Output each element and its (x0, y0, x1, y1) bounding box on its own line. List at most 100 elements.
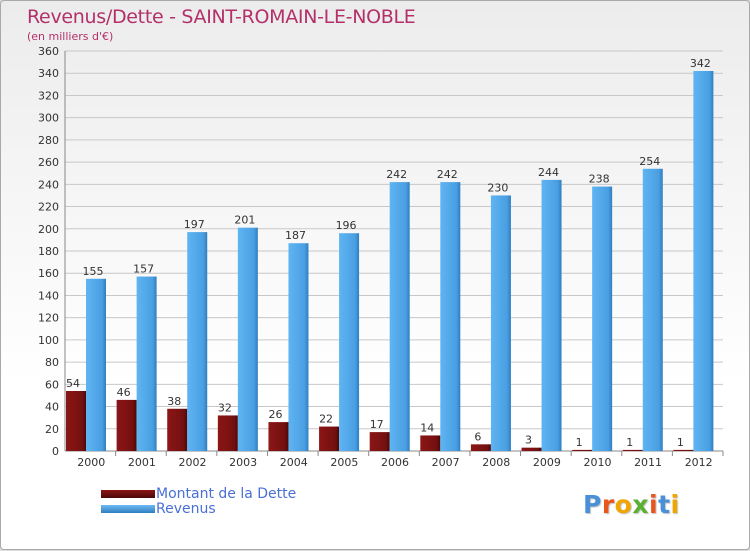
logo-letter: x (632, 490, 649, 519)
y-tick-label: 20 (45, 423, 59, 436)
bar-revenus (490, 195, 511, 451)
bar-dette (369, 432, 390, 451)
y-tick-label: 200 (38, 223, 59, 236)
logo-letter: r (601, 490, 615, 519)
bar-revenus (440, 182, 461, 451)
bar-dette (217, 415, 238, 451)
bar-dette (319, 426, 340, 451)
bar-revenus (136, 276, 157, 451)
x-tick-label: 2010 (583, 456, 611, 469)
data-label-revenus: 157 (133, 263, 154, 276)
data-label-revenus: 155 (83, 265, 104, 278)
bar-revenus (339, 233, 360, 451)
x-tick-label: 2012 (685, 456, 713, 469)
data-label-revenus: 242 (437, 168, 458, 181)
x-tick-label: 2011 (634, 456, 662, 469)
bar-revenus (86, 278, 106, 451)
y-tick-label: 0 (52, 445, 59, 458)
data-label-dette: 22 (319, 413, 333, 426)
data-label-revenus: 197 (184, 218, 205, 231)
bar-revenus (288, 243, 309, 451)
data-label-revenus: 201 (234, 214, 255, 227)
x-tick-label: 2002 (179, 456, 207, 469)
y-tick-label: 260 (38, 156, 59, 169)
y-tick-label: 160 (38, 267, 59, 280)
data-label-revenus: 238 (589, 173, 610, 186)
data-label-dette: 1 (677, 436, 684, 449)
legend-swatch-dette (101, 490, 155, 498)
legend-label-dette: Montant de la Dette (156, 486, 297, 502)
y-tick-label: 180 (38, 245, 59, 258)
data-label-revenus: 342 (690, 57, 711, 70)
bar-revenus (541, 179, 562, 451)
y-tick-label: 120 (38, 312, 59, 325)
bar-dette (268, 422, 289, 451)
x-tick-label: 2000 (77, 456, 105, 469)
logo-letter: o (614, 490, 633, 519)
y-tick-label: 240 (38, 178, 59, 191)
data-label-dette: 14 (420, 421, 434, 434)
chart-title: Revenus/Dette - SAINT-ROMAIN-LE-NOBLE (27, 6, 416, 28)
legend-label-revenus: Revenus (156, 501, 216, 517)
data-label-dette: 32 (218, 401, 232, 414)
bar-dette (116, 399, 137, 451)
x-tick-label: 2001 (128, 456, 156, 469)
data-label-dette: 54 (66, 377, 80, 390)
chart-subtitle: (en milliers d'€) (27, 30, 114, 43)
x-tick-label: 2008 (482, 456, 510, 469)
bar-revenus (237, 227, 258, 451)
logo-letter: i (649, 490, 659, 519)
x-tick-label: 2005 (330, 456, 358, 469)
bar-revenus (642, 168, 663, 451)
data-label-revenus: 230 (487, 181, 508, 194)
data-label-dette: 26 (268, 408, 282, 421)
bar-dette (66, 391, 86, 451)
data-label-revenus: 254 (639, 155, 660, 168)
data-label-revenus: 242 (386, 168, 407, 181)
bar-revenus (389, 182, 410, 451)
y-tick-label: 40 (45, 401, 59, 414)
data-label-revenus: 196 (336, 219, 357, 232)
data-label-revenus: 187 (285, 229, 306, 242)
y-tick-label: 60 (45, 378, 59, 391)
data-label-dette: 17 (370, 418, 384, 431)
data-label-dette: 46 (117, 386, 131, 399)
data-label-dette: 3 (525, 434, 532, 447)
bar-revenus (592, 186, 613, 452)
y-tick-label: 100 (38, 334, 59, 347)
bar-dette (673, 449, 694, 451)
logo-letter: t (658, 490, 671, 519)
bar-dette (420, 435, 441, 451)
data-label-dette: 1 (576, 436, 583, 449)
y-tick-label: 360 (38, 45, 59, 58)
y-tick-label: 80 (45, 356, 59, 369)
y-tick-label: 300 (38, 112, 59, 125)
x-tick-label: 2004 (280, 456, 308, 469)
bar-dette (521, 447, 542, 451)
logo-letter: i (670, 490, 680, 519)
data-label-revenus: 244 (538, 166, 559, 179)
data-label-dette: 1 (626, 436, 633, 449)
data-label-dette: 38 (167, 395, 181, 408)
bar-dette (572, 449, 593, 451)
x-tick-label: 2009 (533, 456, 561, 469)
logo-letter: P (583, 490, 602, 519)
proxiti-logo: Proxiti (583, 490, 680, 519)
bar-dette (622, 449, 643, 451)
data-label-dette: 6 (474, 430, 481, 443)
y-tick-label: 320 (38, 89, 59, 102)
bar-dette (167, 408, 188, 451)
y-tick-label: 280 (38, 134, 59, 147)
y-tick-label: 220 (38, 201, 59, 214)
y-tick-label: 340 (38, 67, 59, 80)
bar-revenus (187, 232, 208, 451)
x-tick-label: 2006 (381, 456, 409, 469)
bar-dette (470, 444, 491, 451)
x-tick-label: 2003 (229, 456, 257, 469)
x-tick-label: 2007 (432, 456, 460, 469)
y-tick-label: 140 (38, 289, 59, 302)
legend-swatch-revenus (101, 505, 155, 513)
bar-revenus (693, 71, 714, 451)
